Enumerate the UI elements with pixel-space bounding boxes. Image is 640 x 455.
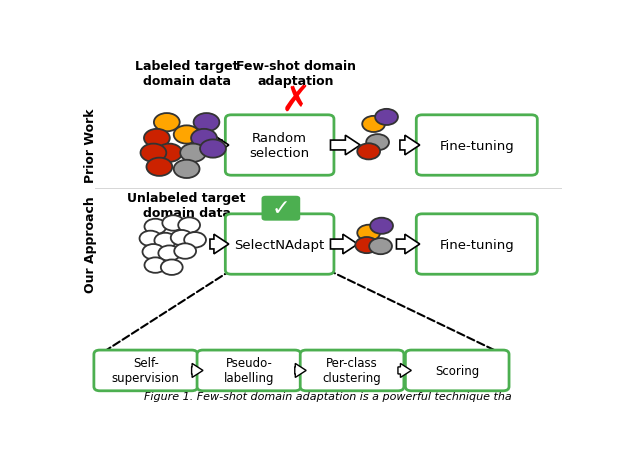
Circle shape [174, 244, 196, 259]
Circle shape [145, 258, 166, 273]
FancyBboxPatch shape [416, 116, 538, 176]
FancyBboxPatch shape [405, 350, 509, 391]
Polygon shape [330, 136, 360, 156]
Polygon shape [396, 235, 420, 254]
FancyBboxPatch shape [94, 350, 198, 391]
Text: Our Approach: Our Approach [84, 196, 97, 293]
Polygon shape [210, 235, 229, 254]
Circle shape [173, 161, 200, 179]
Circle shape [357, 225, 380, 241]
FancyBboxPatch shape [300, 350, 404, 391]
Text: Fine-tuning: Fine-tuning [440, 139, 514, 152]
Text: Labeled target
domain data: Labeled target domain data [135, 60, 238, 88]
FancyBboxPatch shape [262, 196, 300, 221]
Circle shape [178, 218, 200, 233]
Circle shape [163, 216, 184, 231]
Text: ✓: ✓ [271, 199, 290, 219]
Text: Figure 1. Few-shot domain adaptation is a powerful technique tha: Figure 1. Few-shot domain adaptation is … [144, 391, 512, 401]
Text: Few-shot domain
adaptation: Few-shot domain adaptation [236, 60, 356, 88]
Circle shape [193, 114, 220, 132]
Circle shape [173, 126, 200, 144]
Circle shape [161, 260, 182, 275]
Circle shape [141, 144, 166, 162]
Circle shape [156, 144, 182, 162]
Circle shape [158, 246, 180, 261]
FancyBboxPatch shape [416, 214, 538, 275]
Text: Pseudo-
labelling: Pseudo- labelling [223, 357, 274, 384]
Polygon shape [330, 235, 358, 254]
Circle shape [184, 233, 206, 248]
FancyBboxPatch shape [197, 350, 301, 391]
Text: Unlabeled target
domain data: Unlabeled target domain data [127, 192, 246, 220]
Text: Scoring: Scoring [435, 364, 479, 377]
Circle shape [369, 238, 392, 255]
Text: SelectNAdapt: SelectNAdapt [234, 238, 324, 251]
Polygon shape [295, 364, 306, 378]
Circle shape [366, 135, 389, 151]
Circle shape [375, 110, 398, 126]
Circle shape [154, 233, 176, 249]
Circle shape [145, 219, 166, 235]
FancyBboxPatch shape [225, 116, 334, 176]
Polygon shape [400, 136, 420, 156]
Circle shape [147, 158, 172, 177]
Polygon shape [398, 364, 412, 378]
Polygon shape [191, 364, 203, 378]
Circle shape [144, 130, 170, 148]
Circle shape [180, 144, 206, 162]
Text: Fine-tuning: Fine-tuning [440, 238, 514, 251]
Circle shape [154, 114, 180, 132]
Polygon shape [214, 136, 229, 156]
Circle shape [362, 116, 385, 133]
Circle shape [200, 140, 226, 158]
Text: Random
selection: Random selection [250, 131, 310, 160]
Text: ✗: ✗ [280, 83, 311, 117]
Circle shape [171, 231, 193, 246]
Circle shape [355, 238, 378, 253]
Text: Self-
supervision: Self- supervision [112, 357, 180, 384]
Circle shape [140, 231, 161, 247]
Circle shape [191, 130, 217, 148]
FancyBboxPatch shape [225, 214, 334, 275]
Circle shape [143, 244, 164, 260]
Circle shape [357, 144, 380, 160]
Text: Prior Work: Prior Work [84, 109, 97, 183]
Text: Per-class
clustering: Per-class clustering [323, 357, 381, 384]
Circle shape [370, 218, 393, 234]
